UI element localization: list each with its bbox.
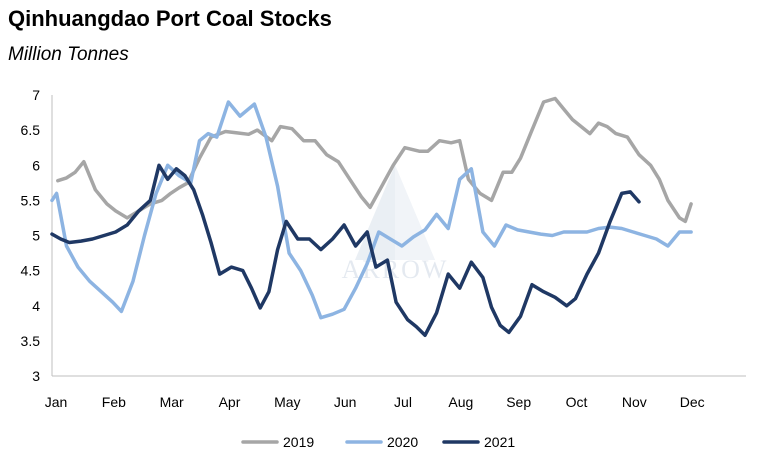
- y-tick-label: 6.5: [21, 122, 41, 138]
- y-tick-label: 5.5: [21, 192, 41, 208]
- x-tick-label: Nov: [622, 394, 647, 410]
- watermark-logo: ARROW: [342, 165, 449, 284]
- watermark-triangle-shade: [395, 165, 435, 260]
- y-tick-label: 3.5: [21, 333, 41, 349]
- x-tick-label: Jun: [334, 394, 357, 410]
- series-line-2021: [50, 163, 641, 338]
- legend-label-2020: 2020: [387, 434, 418, 450]
- series-lines: [50, 96, 693, 338]
- watermark-text: ARROW: [342, 255, 449, 284]
- x-tick-label: Mar: [160, 394, 184, 410]
- x-tick-label: Apr: [219, 394, 241, 410]
- x-tick-label: May: [274, 394, 300, 410]
- y-tick-labels: 3 3.5 4 4.5 5 5.5 6 6.5 7: [21, 87, 41, 384]
- x-tick-label: Feb: [102, 394, 126, 410]
- y-tick-label: 6: [32, 157, 40, 173]
- y-tick-label: 7: [32, 87, 40, 103]
- legend: 2019 2020 2021: [241, 434, 515, 450]
- series-line-2020: [50, 100, 693, 320]
- x-tick-label: Jan: [45, 394, 68, 410]
- x-tick-label: Jul: [394, 394, 412, 410]
- x-tick-label: Sep: [506, 394, 531, 410]
- y-tick-label: 4.5: [21, 263, 41, 279]
- legend-label-2019: 2019: [283, 434, 314, 450]
- x-tick-label: Dec: [680, 394, 705, 410]
- y-tick-label: 4: [32, 298, 40, 314]
- chart-subtitle: Million Tonnes: [8, 44, 129, 65]
- x-tick-labels: Jan Feb Mar Apr May Jun Jul Aug Sep Oct Nov Dec: [45, 394, 705, 410]
- legend-label-2021: 2021: [484, 434, 515, 450]
- y-tick-label: 3: [32, 368, 40, 384]
- series-line-2019: [56, 96, 693, 224]
- x-tick-label: Aug: [448, 394, 473, 410]
- chart-title: Qinhuangdao Port Coal Stocks: [8, 6, 332, 31]
- y-tick-label: 5: [32, 228, 40, 244]
- x-tick-label: Oct: [566, 394, 588, 410]
